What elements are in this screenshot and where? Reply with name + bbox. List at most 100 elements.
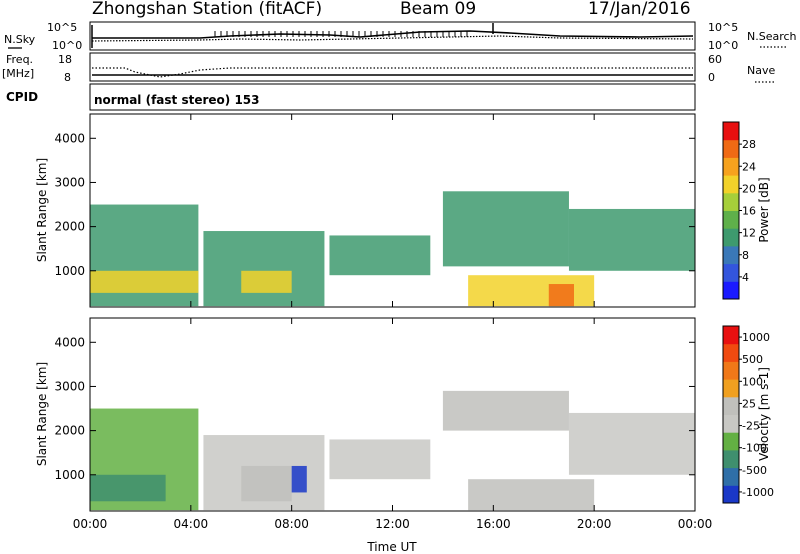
colorbar-tick-label: 24 xyxy=(742,160,756,173)
colorbar-tick-label: 28 xyxy=(742,138,756,151)
x-tick-label: 08:00 xyxy=(274,517,309,531)
colorbar-swatch xyxy=(723,361,739,380)
colorbar-swatch xyxy=(723,343,739,362)
power-panel: 1000 2000 3000 4000 Slant Range [km] 4 8 12 16… xyxy=(35,113,771,308)
data-block xyxy=(203,231,325,307)
data-block xyxy=(90,270,199,293)
colorbar-swatch xyxy=(723,192,739,211)
power-ylabel: Slant Range [km] xyxy=(35,158,49,262)
noise-spikes xyxy=(91,23,494,48)
colorbar-swatch xyxy=(723,122,739,141)
colorbar-swatch xyxy=(723,175,739,194)
colorbar-tick-label: 1000 xyxy=(742,331,770,344)
colorbar-tick-label: 25 xyxy=(742,397,756,410)
data-block xyxy=(329,439,431,480)
colorbar-frame xyxy=(722,325,740,504)
colorbar-tick-label: 16 xyxy=(742,205,756,218)
velocity-data-layer xyxy=(90,390,695,511)
noise-frame xyxy=(89,21,696,51)
y-tick-label: 4000 xyxy=(54,131,85,145)
colorbar-swatch xyxy=(723,245,739,265)
x-tick-label: 12:00 xyxy=(375,517,410,531)
nave-label: Nave xyxy=(747,64,775,77)
velocity-xlabel: Time UT xyxy=(366,540,417,554)
colorbar-tick-label: -100 xyxy=(742,442,767,455)
y-tick-label: 3000 xyxy=(54,175,85,189)
nsky-trace xyxy=(92,30,694,39)
colorbar-swatch xyxy=(723,449,739,469)
nave-tick-top: 60 xyxy=(708,53,722,66)
noise-tick-left-top: 10^5 xyxy=(47,21,77,34)
colorbar-swatch xyxy=(723,228,739,247)
colorbar-tick-label: -25 xyxy=(742,420,760,433)
colorbar-swatch xyxy=(723,432,739,451)
colorbar-swatch xyxy=(723,139,739,158)
title: Zhongshan Station (fitACF) xyxy=(92,0,322,19)
power-colorbar-label: Power [dB] xyxy=(757,177,771,242)
freq-unit: [MHz] xyxy=(2,67,34,80)
data-block xyxy=(468,275,595,307)
velocity-colorbar: 1000 500 100 25 -25 -100 -500 -1000 xyxy=(722,325,774,504)
x-tick-label: 16:00 xyxy=(476,517,511,531)
colorbar-swatch xyxy=(723,379,739,398)
colorbar-swatch xyxy=(723,326,739,345)
colorbar-tick-label: 8 xyxy=(742,249,749,262)
x-tick-label: 00:00 xyxy=(678,517,713,531)
colorbar-swatch xyxy=(723,281,739,300)
colorbar-swatch xyxy=(723,263,739,282)
colorbar-swatch xyxy=(723,396,739,415)
power-data-layer xyxy=(90,191,695,307)
data-block xyxy=(442,191,569,267)
beam-label: Beam 09 xyxy=(400,0,476,19)
cpid-frame xyxy=(89,83,696,111)
y-tick-label: 2000 xyxy=(54,424,85,438)
data-block xyxy=(548,284,574,307)
colorbar-tick-label: 4 xyxy=(742,271,749,284)
freq-panel: Freq. [MHz] 18 8 60 0 Nave xyxy=(2,52,775,84)
x-tick-label: 00:00 xyxy=(73,517,108,531)
cpid-text: normal (fast stereo) 153 xyxy=(94,93,260,107)
y-tick-label: 1000 xyxy=(54,468,85,482)
colorbar-tick-label: -1000 xyxy=(742,486,774,499)
nsearch-label: N.Search xyxy=(747,30,797,43)
velocity-colorbar-label: Velocity [m s-1] xyxy=(757,367,771,461)
power-axes: 1000 2000 3000 4000 xyxy=(54,114,696,307)
data-block xyxy=(442,390,569,431)
cpid-label: CPID xyxy=(6,90,38,104)
data-block xyxy=(468,479,595,511)
noise-tick-right-bottom: 10^0 xyxy=(708,39,738,52)
colorbar-tick-label: 12 xyxy=(742,227,756,240)
y-tick-label: 3000 xyxy=(54,379,85,393)
velocity-axes: 00:00 04:00 08:00 12:00 16:00 20:00 00:00 1000 2… xyxy=(54,318,712,531)
nsky-label: N.Sky xyxy=(4,33,36,46)
colorbar-tick-label: 100 xyxy=(742,375,763,388)
data-block xyxy=(329,235,431,276)
nave-tick-bottom: 0 xyxy=(708,71,715,84)
y-tick-label: 2000 xyxy=(54,220,85,234)
velocity-panel: 00:00 04:00 08:00 12:00 16:00 20:00 00:00 1000 2… xyxy=(35,317,774,554)
noise-panel: N.Sky 10^5 10^0 10^5 10^0 N.Search xyxy=(4,21,797,52)
noise-tick-left-bottom: 10^0 xyxy=(52,39,82,52)
freq-label: Freq. xyxy=(6,53,33,66)
noise-tick-right-top: 10^5 xyxy=(708,21,738,34)
colorbar-swatch xyxy=(723,467,739,486)
freq-tick-bottom: 8 xyxy=(64,71,71,84)
power-colorbar: 4 8 12 16 20 24 28 xyxy=(722,121,756,300)
data-block xyxy=(241,465,292,502)
velocity-ylabel: Slant Range [km] xyxy=(35,362,49,466)
y-tick-label: 1000 xyxy=(54,264,85,278)
data-block xyxy=(291,465,307,493)
freq-frame xyxy=(89,52,696,82)
colorbar-swatch xyxy=(723,210,739,229)
x-tick-label: 20:00 xyxy=(577,517,612,531)
y-tick-label: 4000 xyxy=(54,335,85,349)
colorbar-swatch xyxy=(723,414,739,433)
colorbar-tick-label: 20 xyxy=(742,182,756,195)
data-block xyxy=(568,208,695,271)
data-block xyxy=(90,474,166,502)
colorbar-tick-label: 500 xyxy=(742,353,763,366)
date-label: 17/Jan/2016 xyxy=(588,0,691,19)
colorbar-swatch xyxy=(723,485,739,504)
data-block xyxy=(241,270,292,293)
